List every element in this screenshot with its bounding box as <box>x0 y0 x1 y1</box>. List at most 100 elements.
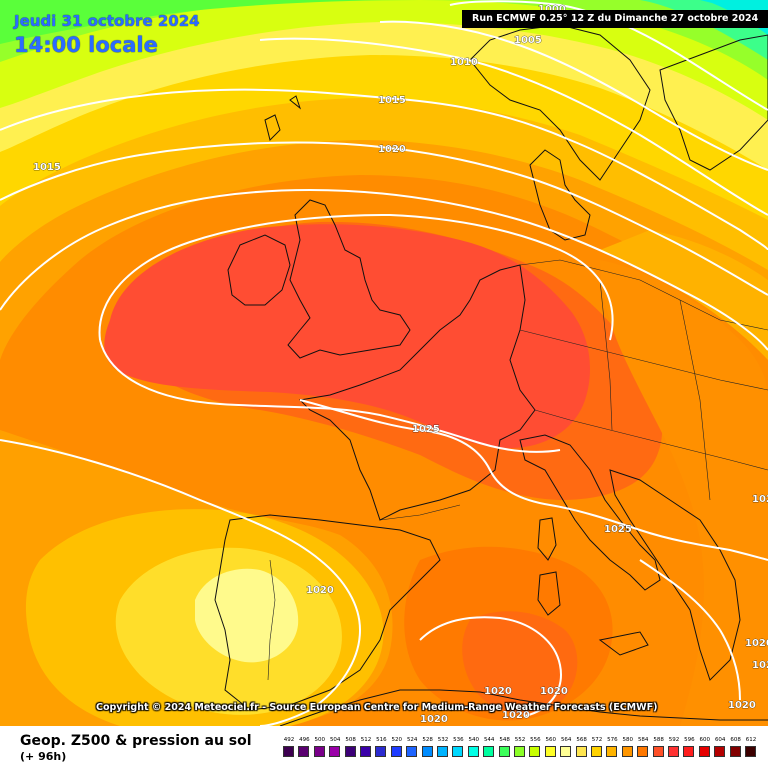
isobar-label: 1020 <box>540 686 568 697</box>
isobar-label: 1020 <box>745 638 768 649</box>
legend-label: 512 <box>360 737 372 743</box>
legend-swatch <box>683 746 695 757</box>
great-britain-coast <box>287 199 411 359</box>
isobar-label: 1000 <box>538 4 566 15</box>
forecast-offset: (+ 96h) <box>20 750 67 763</box>
copyright-notice: Copyright © 2024 Meteociel.fr - Source E… <box>96 702 658 713</box>
corsica-coast <box>537 517 557 561</box>
isobar-1015-north <box>0 88 768 251</box>
isobar-1020-inner <box>98 213 614 341</box>
legend-label: 612 <box>745 737 757 743</box>
border-north <box>519 259 768 331</box>
france-coast <box>298 264 536 521</box>
legend-swatch <box>668 746 679 757</box>
isobar-label: 1020 <box>752 660 768 671</box>
legend-swatch <box>467 746 479 757</box>
legend-swatch <box>344 746 356 757</box>
legend-swatch <box>421 746 433 757</box>
legend-swatch <box>375 746 387 757</box>
isobar-1005 <box>379 20 768 171</box>
isobar-label: 1025 <box>412 424 440 435</box>
isobar-label: 1005 <box>514 35 542 46</box>
legend-swatch <box>283 746 294 757</box>
band-green-nw <box>0 0 420 44</box>
legend-swatch <box>591 746 602 757</box>
italy-coast <box>519 434 661 591</box>
legend-label: 528 <box>422 737 433 743</box>
legend-label: 564 <box>560 737 572 743</box>
forecast-date: Jeudi 31 octobre 2024 <box>14 12 200 30</box>
legend-swatch <box>406 746 418 757</box>
legend-label: 496 <box>299 737 310 743</box>
balkans-coast <box>609 469 741 681</box>
band-med-core <box>462 611 578 714</box>
legend-label: 532 <box>437 737 449 743</box>
border-alps <box>534 409 768 471</box>
sicily-coast <box>598 631 649 656</box>
isobar-1020-sw <box>0 439 362 726</box>
legend-label: 592 <box>668 737 680 743</box>
legend-label: 556 <box>530 737 541 743</box>
map-title: Geop. Z500 & pression au sol <box>20 733 252 749</box>
legend-label: 588 <box>653 737 664 743</box>
legend-swatch <box>390 746 402 757</box>
legend-swatch <box>298 746 310 757</box>
isobar-1015 <box>0 141 768 296</box>
legend-swatch <box>714 746 726 757</box>
legend-label: 560 <box>545 737 557 743</box>
legend-label: 584 <box>637 737 649 743</box>
isobar-label: 1020 <box>502 710 530 721</box>
legend-label: 552 <box>514 737 526 743</box>
shetland-coast <box>264 95 302 141</box>
isobar-1020-med <box>419 616 562 717</box>
legend-label: 504 <box>329 737 341 743</box>
legend-label: 520 <box>391 737 403 743</box>
legend-label: 568 <box>576 737 587 743</box>
legend-swatch <box>729 746 741 757</box>
legend-swatch <box>637 746 649 757</box>
legend-swatch <box>621 746 633 757</box>
legend-swatch <box>560 746 572 757</box>
ireland-coast <box>227 234 291 306</box>
isobar-label: 1015 <box>378 95 406 106</box>
legend-label: 544 <box>483 737 495 743</box>
high-core <box>104 224 591 448</box>
legend-swatch <box>652 746 664 757</box>
legend-label: 524 <box>406 737 418 743</box>
coastlines <box>214 24 768 726</box>
isobar-label: 1020 <box>420 714 448 725</box>
map-graphic: 1000 1005 1010 1015 1015 1020 1025 1025 … <box>0 0 768 726</box>
legend-swatch <box>514 746 525 757</box>
legend-swatch <box>483 746 495 757</box>
band-lime <box>0 0 768 120</box>
legend-swatch <box>575 746 587 757</box>
band-east-amber <box>600 230 768 360</box>
border-german-czech <box>599 279 613 431</box>
legend-swatch <box>606 746 618 757</box>
isobar-1025 <box>99 339 561 453</box>
legend-swatch <box>313 746 325 757</box>
legend-label: 576 <box>607 737 618 743</box>
border-pyrenees <box>379 504 461 521</box>
legend-swatch <box>544 746 556 757</box>
legend-label: 500 <box>314 737 326 743</box>
sardinia-coast <box>537 571 561 616</box>
legend-label: 580 <box>622 737 634 743</box>
legend-swatch <box>529 746 541 757</box>
finland-coast <box>659 34 768 171</box>
legend-label: 548 <box>499 737 510 743</box>
border-central <box>519 329 768 391</box>
isobar-label: 1020 <box>484 686 512 697</box>
isobar-label: 1025 <box>752 494 768 505</box>
isobar-label: 1015 <box>33 162 61 173</box>
forecast-map: 1000 1005 1010 1015 1015 1020 1025 1025 … <box>0 0 768 726</box>
legend-label: 540 <box>468 737 480 743</box>
forecast-time: 14:00 locale <box>14 33 158 57</box>
legend-label: 600 <box>699 737 711 743</box>
denmark-coast <box>529 149 591 241</box>
legend-label: 536 <box>453 737 464 743</box>
band-cyan-ne <box>700 0 768 35</box>
legend-label: 604 <box>714 737 726 743</box>
band-iberia-pale <box>195 568 299 663</box>
iberia-coast <box>214 514 441 711</box>
